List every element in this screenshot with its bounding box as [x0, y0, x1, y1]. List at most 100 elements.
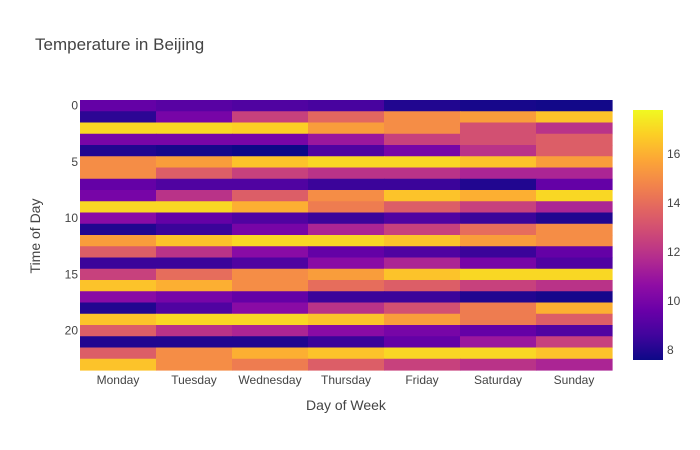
heatmap-cell: [232, 111, 309, 124]
heatmap-cell: [232, 100, 309, 112]
heatmap-cell: [384, 280, 461, 292]
heatmap-cell: [156, 313, 233, 326]
heatmap-cell: [460, 223, 537, 236]
y-tick-label: 15: [65, 267, 79, 281]
heatmap-cell: [156, 291, 233, 304]
heatmap-cell: [232, 178, 309, 191]
heatmap-cell: [156, 302, 233, 315]
heatmap-cell: [384, 156, 461, 169]
colorbar-tick-label: 14: [667, 196, 681, 210]
colorbar-tick-label: 8: [667, 343, 674, 357]
heatmap-cell: [80, 122, 157, 135]
heatmap-cell: [308, 167, 385, 180]
heatmap-cell: [308, 246, 385, 259]
heatmap-cell: [80, 133, 157, 146]
heatmap-cell: [460, 178, 537, 191]
heatmap-cell: [232, 235, 309, 247]
heatmap-cell: [384, 223, 461, 236]
heatmap-cell: [308, 358, 385, 371]
heatmap-cell: [308, 178, 385, 191]
heatmap-cell: [308, 190, 385, 202]
heatmap-cell: [156, 201, 233, 214]
heatmap-cell: [308, 212, 385, 225]
heatmap-cell: [232, 325, 309, 337]
heatmap-cell: [156, 223, 233, 236]
heatmap-cell: [536, 268, 613, 281]
x-tick-label: Saturday: [474, 373, 522, 387]
heatmap-cell: [460, 145, 537, 157]
chart-title: Temperature in Beijing: [35, 35, 204, 54]
heatmap-cell: [156, 347, 233, 360]
heatmap-cell: [80, 347, 157, 360]
heatmap-cell: [308, 223, 385, 236]
heatmap-cell: [460, 212, 537, 225]
heatmap-cell: [80, 291, 157, 304]
heatmap-cell: [536, 358, 613, 371]
heatmap-cell: [536, 347, 613, 360]
heatmap-cell: [536, 167, 613, 180]
heatmap-cell: [232, 291, 309, 304]
heatmap-cell: [384, 313, 461, 326]
heatmap-cell: [80, 257, 157, 270]
heatmap-cell: [308, 325, 385, 337]
heatmap-cell: [536, 280, 613, 292]
heatmap-cell: [232, 313, 309, 326]
heatmap-cell: [536, 313, 613, 326]
heatmap-cell: [232, 190, 309, 202]
heatmap-cell: [232, 122, 309, 135]
heatmap-cell: [536, 325, 613, 337]
heatmap-cell: [80, 302, 157, 315]
heatmap-cell: [384, 302, 461, 315]
colorbar-ticks: 8 10 12 14 16: [667, 147, 681, 357]
y-tick-label: 5: [71, 155, 78, 169]
heatmap-cell: [536, 235, 613, 247]
heatmap-cell: [460, 156, 537, 169]
heatmap-cell: [308, 336, 385, 349]
heatmap-cell: [536, 100, 613, 112]
heatmap-cell: [460, 133, 537, 146]
heatmap-cell: [460, 280, 537, 292]
heatmap-cell: [384, 212, 461, 225]
heatmap-cell: [80, 190, 157, 202]
y-axis-title: Time of Day: [27, 199, 43, 274]
x-tick-label: Sunday: [554, 373, 595, 387]
heatmap-cell: [460, 201, 537, 214]
heatmap-cell: [384, 178, 461, 191]
heatmap-cell: [308, 133, 385, 146]
heatmap-cell: [460, 347, 537, 360]
heatmap-cell: [308, 302, 385, 315]
y-tick-label: 0: [71, 99, 78, 113]
heatmap-cell: [308, 313, 385, 326]
heatmap-cell: [80, 212, 157, 225]
heatmap-cell: [308, 122, 385, 135]
heatmap-cell: [384, 358, 461, 371]
colorbar-gradient: [633, 110, 663, 360]
heatmap-cell: [536, 291, 613, 304]
heatmap-cell: [80, 167, 157, 180]
heatmap-cell: [536, 336, 613, 349]
colorbar: 8 10 12 14 16: [633, 110, 681, 360]
heatmap-cell: [536, 201, 613, 214]
heatmap-cell: [308, 347, 385, 360]
heatmap-cell: [384, 100, 461, 112]
heatmap-cell: [384, 257, 461, 270]
heatmap-cell: [232, 201, 309, 214]
heatmap-cell: [460, 313, 537, 326]
heatmap-cell: [536, 133, 613, 146]
heatmap-cell: [80, 178, 157, 191]
x-tick-label: Monday: [97, 373, 140, 387]
heatmap-cell: [460, 167, 537, 180]
heatmap-cell: [156, 122, 233, 135]
heatmap-cell: [156, 190, 233, 202]
heatmap-cell: [460, 358, 537, 371]
heatmap-cell: [384, 246, 461, 259]
x-tick-label: Friday: [405, 373, 438, 387]
heatmap-cell: [156, 212, 233, 225]
heatmap-cell: [384, 190, 461, 202]
heatmap-cell: [232, 358, 309, 371]
heatmap-cell: [232, 257, 309, 270]
heatmap-cell: [384, 122, 461, 135]
heatmap-cell: [156, 100, 233, 112]
heatmap-cell: [156, 133, 233, 146]
